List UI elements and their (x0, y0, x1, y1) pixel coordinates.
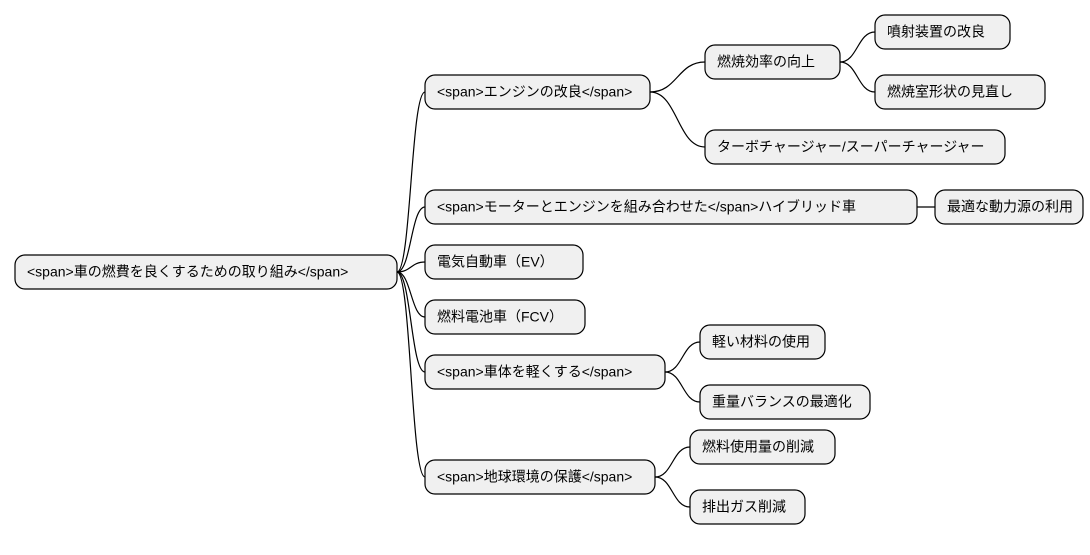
node-label: <span>車体を軽くする</span> (437, 364, 632, 380)
node-label: 燃焼効率の向上 (717, 54, 815, 70)
node-n_lessgas: 排出ガス削減 (690, 490, 805, 524)
node-root: <span>車の燃費を良くするための取り組み</span> (15, 255, 397, 289)
node-n_inject: 噴射装置の改良 (875, 15, 1010, 49)
node-label: 燃焼室形状の見直し (887, 84, 1013, 100)
edge (650, 92, 705, 147)
edge (665, 372, 700, 402)
node-n_engine: <span>エンジンの改良</span> (425, 75, 650, 109)
node-label: ターボチャージャー/スーパーチャージャー (717, 139, 985, 155)
node-n_hybrid: <span>モーターとエンジンを組み合わせた</span>ハイブリッド車 (425, 190, 917, 224)
node-n_chamber: 燃焼室形状の見直し (875, 75, 1045, 109)
node-label: <span>エンジンの改良</span> (437, 84, 632, 100)
edge (840, 62, 875, 92)
node-label: 軽い材料の使用 (712, 334, 810, 350)
edge (655, 447, 690, 477)
node-n_env: <span>地球環境の保護</span> (425, 460, 655, 494)
node-n_balance: 重量バランスの最適化 (700, 385, 870, 419)
node-label: 噴射装置の改良 (887, 24, 985, 40)
node-label: <span>車の燃費を良くするための取り組み</span> (27, 264, 348, 280)
node-label: 燃料使用量の削減 (702, 439, 814, 455)
edge (397, 272, 425, 477)
edge (655, 477, 690, 507)
node-n_fcv: 燃料電池車（FCV） (425, 300, 585, 334)
node-n_comb_eff: 燃焼効率の向上 (705, 45, 840, 79)
node-label: 最適な動力源の利用 (947, 199, 1073, 215)
node-n_optpower: 最適な動力源の利用 (935, 190, 1083, 224)
node-label: 電気自動車（EV） (437, 254, 554, 270)
edge (397, 92, 425, 272)
edge (650, 62, 705, 92)
node-n_lessfuel: 燃料使用量の削減 (690, 430, 835, 464)
edge (397, 272, 425, 372)
edge (665, 342, 700, 372)
node-label: 燃料電池車（FCV） (437, 309, 563, 325)
node-n_turbo: ターボチャージャー/スーパーチャージャー (705, 130, 1005, 164)
node-n_lightmat: 軽い材料の使用 (700, 325, 825, 359)
node-n_ev: 電気自動車（EV） (425, 245, 583, 279)
node-n_light: <span>車体を軽くする</span> (425, 355, 665, 389)
edge (840, 32, 875, 62)
node-label: 排出ガス削減 (702, 499, 786, 515)
node-label: 重量バランスの最適化 (712, 394, 852, 410)
node-label: <span>地球環境の保護</span> (437, 469, 632, 485)
mindmap-diagram: <span>車の燃費を良くするための取り組み</span> <span>エンジンの… (0, 0, 1090, 555)
node-label: <span>モーターとエンジンを組み合わせた</span>ハイブリッド車 (437, 199, 856, 215)
